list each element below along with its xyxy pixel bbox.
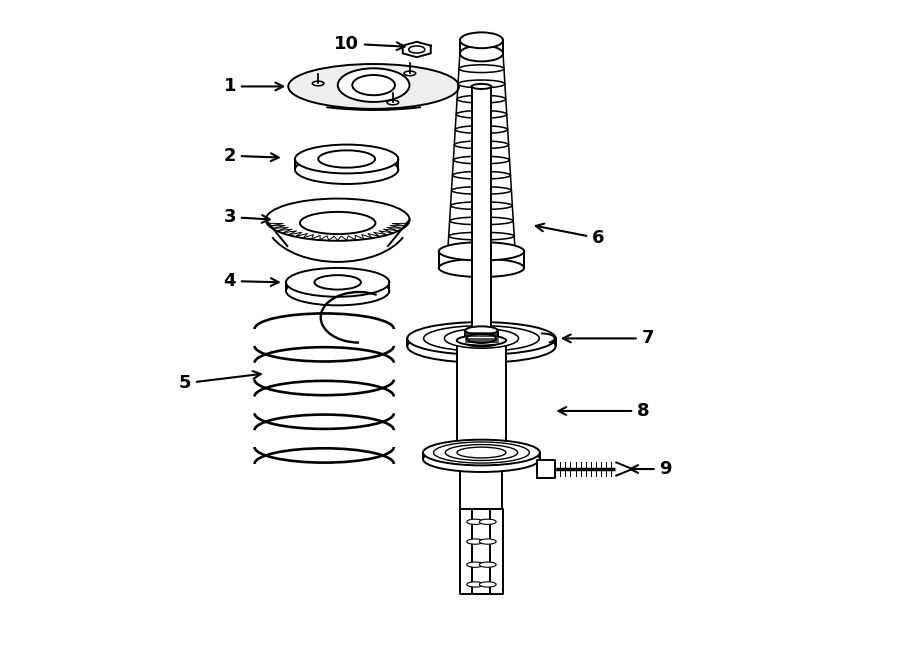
Ellipse shape [465, 327, 498, 334]
Ellipse shape [408, 330, 555, 363]
Ellipse shape [476, 257, 487, 261]
Ellipse shape [338, 68, 410, 102]
Text: 4: 4 [223, 272, 279, 290]
Ellipse shape [409, 46, 425, 53]
Ellipse shape [455, 126, 508, 134]
Ellipse shape [452, 186, 511, 194]
Ellipse shape [295, 145, 399, 173]
Ellipse shape [480, 582, 496, 587]
Ellipse shape [408, 322, 555, 355]
Bar [465, 330, 498, 342]
Ellipse shape [467, 519, 483, 524]
Ellipse shape [460, 50, 503, 58]
Ellipse shape [424, 326, 539, 351]
Ellipse shape [288, 64, 459, 109]
Ellipse shape [457, 95, 506, 103]
Ellipse shape [445, 329, 518, 348]
Ellipse shape [467, 539, 483, 544]
Polygon shape [472, 508, 503, 594]
Ellipse shape [472, 84, 491, 89]
Ellipse shape [460, 32, 503, 48]
Ellipse shape [314, 275, 361, 290]
Ellipse shape [404, 71, 416, 76]
Text: 1: 1 [223, 77, 284, 95]
Ellipse shape [300, 212, 375, 234]
Text: 8: 8 [558, 402, 650, 420]
Bar [472, 87, 491, 330]
Ellipse shape [453, 171, 510, 179]
Ellipse shape [286, 268, 390, 297]
Ellipse shape [480, 562, 496, 567]
Ellipse shape [352, 75, 395, 95]
Bar [461, 456, 502, 508]
Polygon shape [460, 508, 491, 594]
Ellipse shape [456, 335, 506, 346]
Ellipse shape [461, 451, 502, 460]
Text: 6: 6 [536, 223, 605, 247]
Text: 9: 9 [630, 460, 672, 478]
Ellipse shape [295, 155, 399, 184]
Ellipse shape [467, 582, 483, 587]
Ellipse shape [319, 150, 375, 168]
Ellipse shape [423, 446, 540, 472]
Text: 7: 7 [562, 329, 654, 348]
Ellipse shape [460, 46, 503, 61]
Text: 3: 3 [223, 208, 270, 226]
Polygon shape [616, 463, 633, 476]
Ellipse shape [480, 539, 496, 544]
Ellipse shape [266, 198, 410, 241]
Text: 5: 5 [179, 371, 261, 392]
Ellipse shape [480, 519, 496, 524]
Ellipse shape [467, 562, 483, 567]
Ellipse shape [312, 81, 324, 86]
Polygon shape [537, 461, 555, 478]
Ellipse shape [286, 276, 390, 305]
Ellipse shape [456, 110, 507, 118]
Ellipse shape [439, 242, 524, 260]
Ellipse shape [449, 232, 514, 240]
Ellipse shape [459, 65, 504, 73]
Ellipse shape [458, 80, 505, 88]
Text: 10: 10 [334, 34, 404, 53]
Ellipse shape [387, 100, 399, 105]
Ellipse shape [439, 258, 524, 277]
Bar [456, 340, 506, 456]
Ellipse shape [450, 217, 513, 225]
Text: 2: 2 [223, 147, 279, 165]
Ellipse shape [454, 156, 509, 164]
Ellipse shape [454, 141, 508, 149]
Ellipse shape [451, 202, 512, 210]
Ellipse shape [465, 338, 498, 346]
Ellipse shape [423, 440, 540, 465]
Ellipse shape [448, 247, 515, 255]
Ellipse shape [466, 334, 496, 343]
